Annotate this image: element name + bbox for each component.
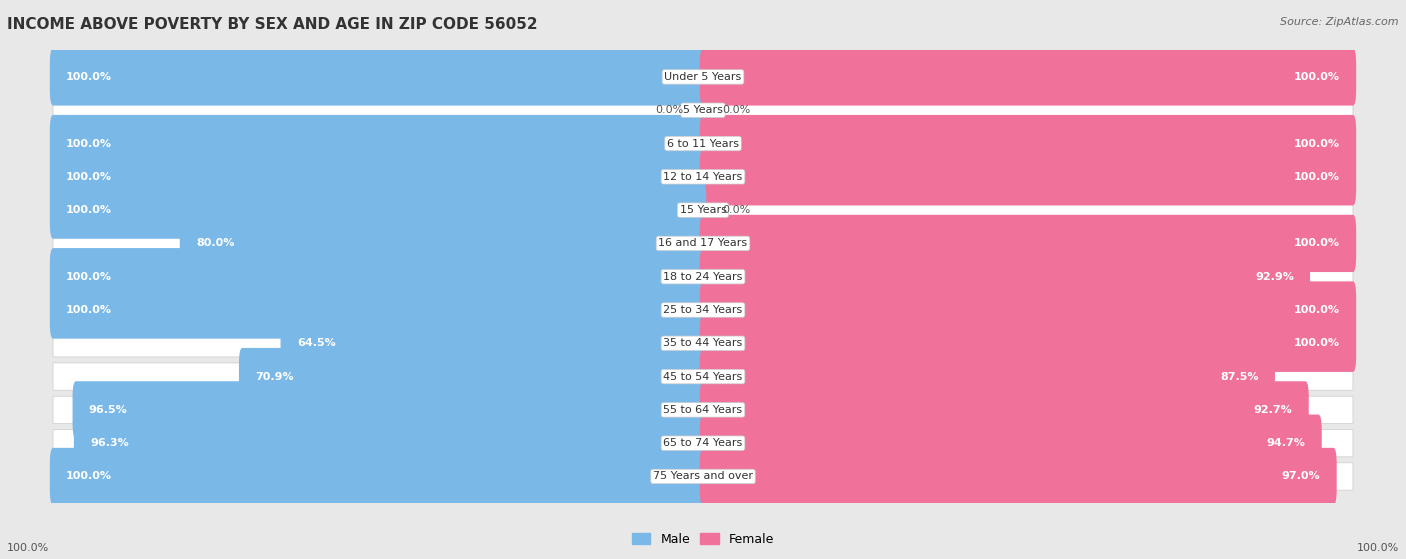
Text: 100.0%: 100.0%	[1357, 543, 1399, 553]
FancyBboxPatch shape	[700, 448, 1337, 505]
Text: 0.0%: 0.0%	[723, 105, 751, 115]
Legend: Male, Female: Male, Female	[627, 528, 779, 551]
FancyBboxPatch shape	[281, 315, 706, 372]
Text: 15 Years: 15 Years	[679, 205, 727, 215]
Text: 96.3%: 96.3%	[90, 438, 129, 448]
FancyBboxPatch shape	[53, 97, 1353, 124]
FancyBboxPatch shape	[49, 148, 706, 206]
Text: 80.0%: 80.0%	[195, 238, 235, 248]
FancyBboxPatch shape	[700, 415, 1322, 472]
Text: 18 to 24 Years: 18 to 24 Years	[664, 272, 742, 282]
FancyBboxPatch shape	[700, 115, 1357, 172]
Text: 100.0%: 100.0%	[66, 471, 112, 481]
FancyBboxPatch shape	[53, 130, 1353, 157]
Text: 100.0%: 100.0%	[1294, 172, 1340, 182]
Text: 92.7%: 92.7%	[1254, 405, 1292, 415]
Text: 87.5%: 87.5%	[1220, 372, 1258, 382]
Text: 100.0%: 100.0%	[66, 72, 112, 82]
FancyBboxPatch shape	[700, 315, 1357, 372]
FancyBboxPatch shape	[49, 448, 706, 505]
FancyBboxPatch shape	[73, 381, 706, 438]
Text: 94.7%: 94.7%	[1267, 438, 1306, 448]
Text: 96.5%: 96.5%	[89, 405, 128, 415]
FancyBboxPatch shape	[700, 281, 1357, 339]
FancyBboxPatch shape	[53, 230, 1353, 257]
Text: INCOME ABOVE POVERTY BY SEX AND AGE IN ZIP CODE 56052: INCOME ABOVE POVERTY BY SEX AND AGE IN Z…	[7, 17, 537, 32]
FancyBboxPatch shape	[49, 182, 706, 239]
FancyBboxPatch shape	[239, 348, 706, 405]
Text: 65 to 74 Years: 65 to 74 Years	[664, 438, 742, 448]
FancyBboxPatch shape	[700, 215, 1357, 272]
Text: 100.0%: 100.0%	[1294, 238, 1340, 248]
Text: 70.9%: 70.9%	[256, 372, 294, 382]
Text: 100.0%: 100.0%	[1294, 338, 1340, 348]
Text: 75 Years and over: 75 Years and over	[652, 471, 754, 481]
FancyBboxPatch shape	[53, 296, 1353, 324]
Text: 100.0%: 100.0%	[66, 139, 112, 149]
FancyBboxPatch shape	[180, 215, 706, 272]
FancyBboxPatch shape	[53, 196, 1353, 224]
FancyBboxPatch shape	[49, 281, 706, 339]
FancyBboxPatch shape	[53, 63, 1353, 91]
Text: 100.0%: 100.0%	[66, 272, 112, 282]
FancyBboxPatch shape	[49, 115, 706, 172]
Text: 64.5%: 64.5%	[297, 338, 336, 348]
Text: 6 to 11 Years: 6 to 11 Years	[666, 139, 740, 149]
Text: 100.0%: 100.0%	[1294, 72, 1340, 82]
FancyBboxPatch shape	[53, 163, 1353, 191]
Text: 0.0%: 0.0%	[655, 105, 683, 115]
Text: 100.0%: 100.0%	[1294, 139, 1340, 149]
Text: 55 to 64 Years: 55 to 64 Years	[664, 405, 742, 415]
FancyBboxPatch shape	[49, 248, 706, 305]
Text: 97.0%: 97.0%	[1282, 471, 1320, 481]
Text: 12 to 14 Years: 12 to 14 Years	[664, 172, 742, 182]
Text: 92.9%: 92.9%	[1256, 272, 1294, 282]
FancyBboxPatch shape	[53, 463, 1353, 490]
FancyBboxPatch shape	[700, 148, 1357, 206]
Text: 100.0%: 100.0%	[66, 205, 112, 215]
FancyBboxPatch shape	[53, 263, 1353, 290]
Text: 45 to 54 Years: 45 to 54 Years	[664, 372, 742, 382]
Text: 5 Years: 5 Years	[683, 105, 723, 115]
Text: 100.0%: 100.0%	[1294, 305, 1340, 315]
FancyBboxPatch shape	[53, 429, 1353, 457]
FancyBboxPatch shape	[53, 330, 1353, 357]
FancyBboxPatch shape	[700, 48, 1357, 106]
Text: Under 5 Years: Under 5 Years	[665, 72, 741, 82]
Text: 16 and 17 Years: 16 and 17 Years	[658, 238, 748, 248]
FancyBboxPatch shape	[53, 396, 1353, 424]
FancyBboxPatch shape	[53, 363, 1353, 390]
Text: 100.0%: 100.0%	[66, 305, 112, 315]
FancyBboxPatch shape	[75, 415, 706, 472]
FancyBboxPatch shape	[700, 381, 1309, 438]
Text: Source: ZipAtlas.com: Source: ZipAtlas.com	[1281, 17, 1399, 27]
Text: 0.0%: 0.0%	[723, 205, 751, 215]
Text: 35 to 44 Years: 35 to 44 Years	[664, 338, 742, 348]
FancyBboxPatch shape	[49, 48, 706, 106]
Text: 100.0%: 100.0%	[7, 543, 49, 553]
FancyBboxPatch shape	[700, 348, 1275, 405]
FancyBboxPatch shape	[700, 248, 1310, 305]
Text: 25 to 34 Years: 25 to 34 Years	[664, 305, 742, 315]
Text: 100.0%: 100.0%	[66, 172, 112, 182]
